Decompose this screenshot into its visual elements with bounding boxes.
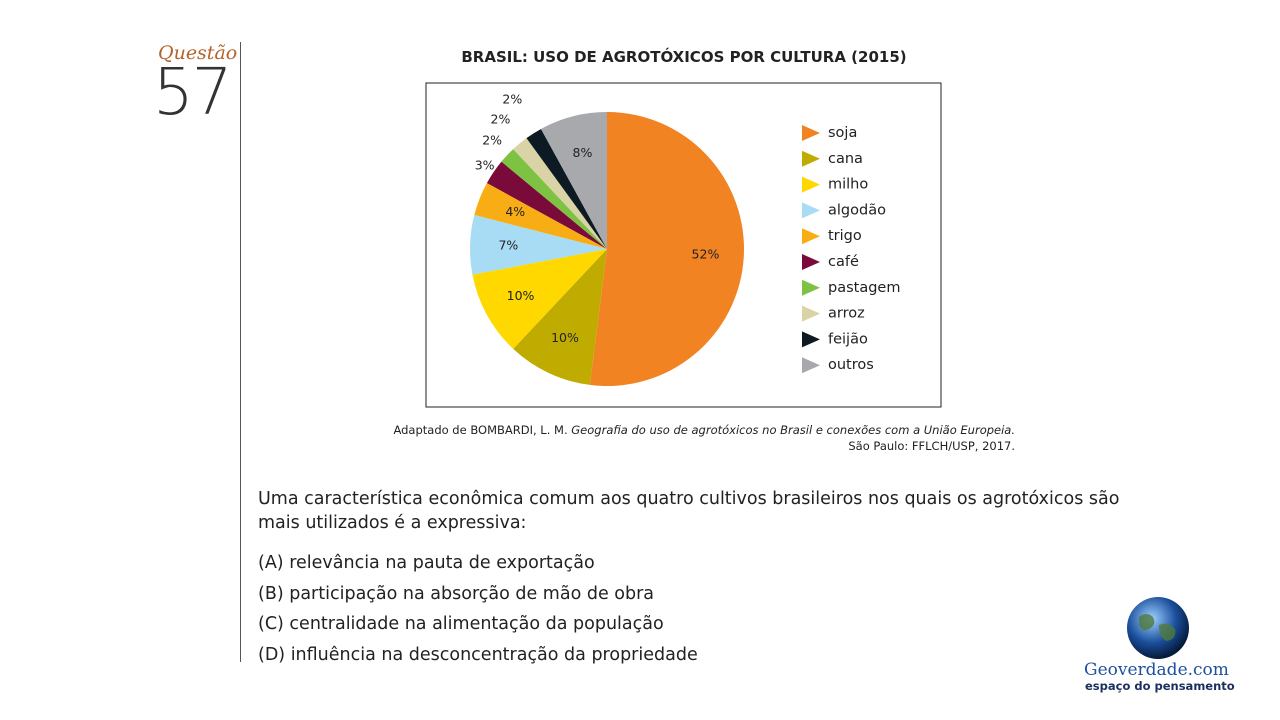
value-label: 2% xyxy=(491,112,511,127)
legend-label: café xyxy=(828,254,859,270)
question-text: Uma característica econômica comum aos q… xyxy=(258,489,1120,533)
value-label: 3% xyxy=(475,157,495,172)
pie-slice xyxy=(470,214,607,275)
source-place: São Paulo: FFLCH/USP, 2017. xyxy=(848,439,1015,453)
divider xyxy=(240,42,241,662)
question-number: 57 xyxy=(153,56,232,130)
options: (A) relevância na pauta de exportação (B… xyxy=(258,548,698,671)
legend-label: cana xyxy=(828,151,863,167)
pie-slice xyxy=(589,111,745,387)
value-label: 52% xyxy=(692,247,720,262)
pie-slice xyxy=(540,112,607,249)
legend-label: algodão xyxy=(828,202,886,218)
legend-marker xyxy=(802,331,820,348)
legend-marker xyxy=(802,357,820,374)
legend-marker xyxy=(802,125,820,141)
legend-marker xyxy=(802,228,820,245)
legend-label: feijão xyxy=(828,331,868,347)
legend-label: outros xyxy=(828,357,874,373)
chart-title: BRASIL: USO DE AGROTÓXICOS POR CULTURA (… xyxy=(461,48,907,66)
logo-globe xyxy=(1127,597,1189,659)
legend-marker xyxy=(802,279,820,296)
source-author: Adaptado de BOMBARDI, L. M. xyxy=(393,423,568,437)
pie-slice xyxy=(526,128,607,249)
chart-frame xyxy=(425,82,942,408)
logo-tagline: espaço do pensamento xyxy=(1085,679,1235,693)
legend-label: soja xyxy=(828,125,857,141)
pie-slice xyxy=(474,182,607,249)
option: (D) influência na desconcentração da pro… xyxy=(258,645,698,666)
value-label: 2% xyxy=(482,133,502,148)
legend-marker xyxy=(802,176,820,193)
legend-label: pastagem xyxy=(828,280,900,296)
legend-label: trigo xyxy=(828,228,862,244)
value-label: 10% xyxy=(551,330,579,345)
value-label: 10% xyxy=(507,288,535,303)
legend-marker xyxy=(802,254,820,270)
pie-slice xyxy=(501,149,607,249)
legend-marker xyxy=(802,150,820,167)
value-label: 7% xyxy=(498,237,518,252)
pie-slice xyxy=(472,249,607,349)
option: (B) participação na absorção de mão de o… xyxy=(258,583,655,604)
option: (A) relevância na pauta de exportação xyxy=(258,553,595,573)
legend-marker xyxy=(802,202,820,219)
option: (C) centralidade na alimentação da popul… xyxy=(258,614,664,635)
source: Adaptado de BOMBARDI, L. M. Geografia do… xyxy=(393,422,1015,454)
source-title: Geografia do uso de agrotóxicos no Brasi… xyxy=(571,423,1015,437)
value-label: 2% xyxy=(502,91,522,106)
pie-slice xyxy=(486,161,607,249)
question-label: Questão xyxy=(158,42,238,64)
legend-label: arroz xyxy=(828,306,865,322)
pie-slice xyxy=(513,249,607,385)
legend-label: milho xyxy=(828,177,868,193)
pie-slice xyxy=(513,138,607,249)
value-label: 4% xyxy=(505,204,525,219)
value-label: 8% xyxy=(573,145,593,160)
legend-marker xyxy=(802,305,820,322)
logo-name: Geoverdade.com xyxy=(1084,660,1229,680)
